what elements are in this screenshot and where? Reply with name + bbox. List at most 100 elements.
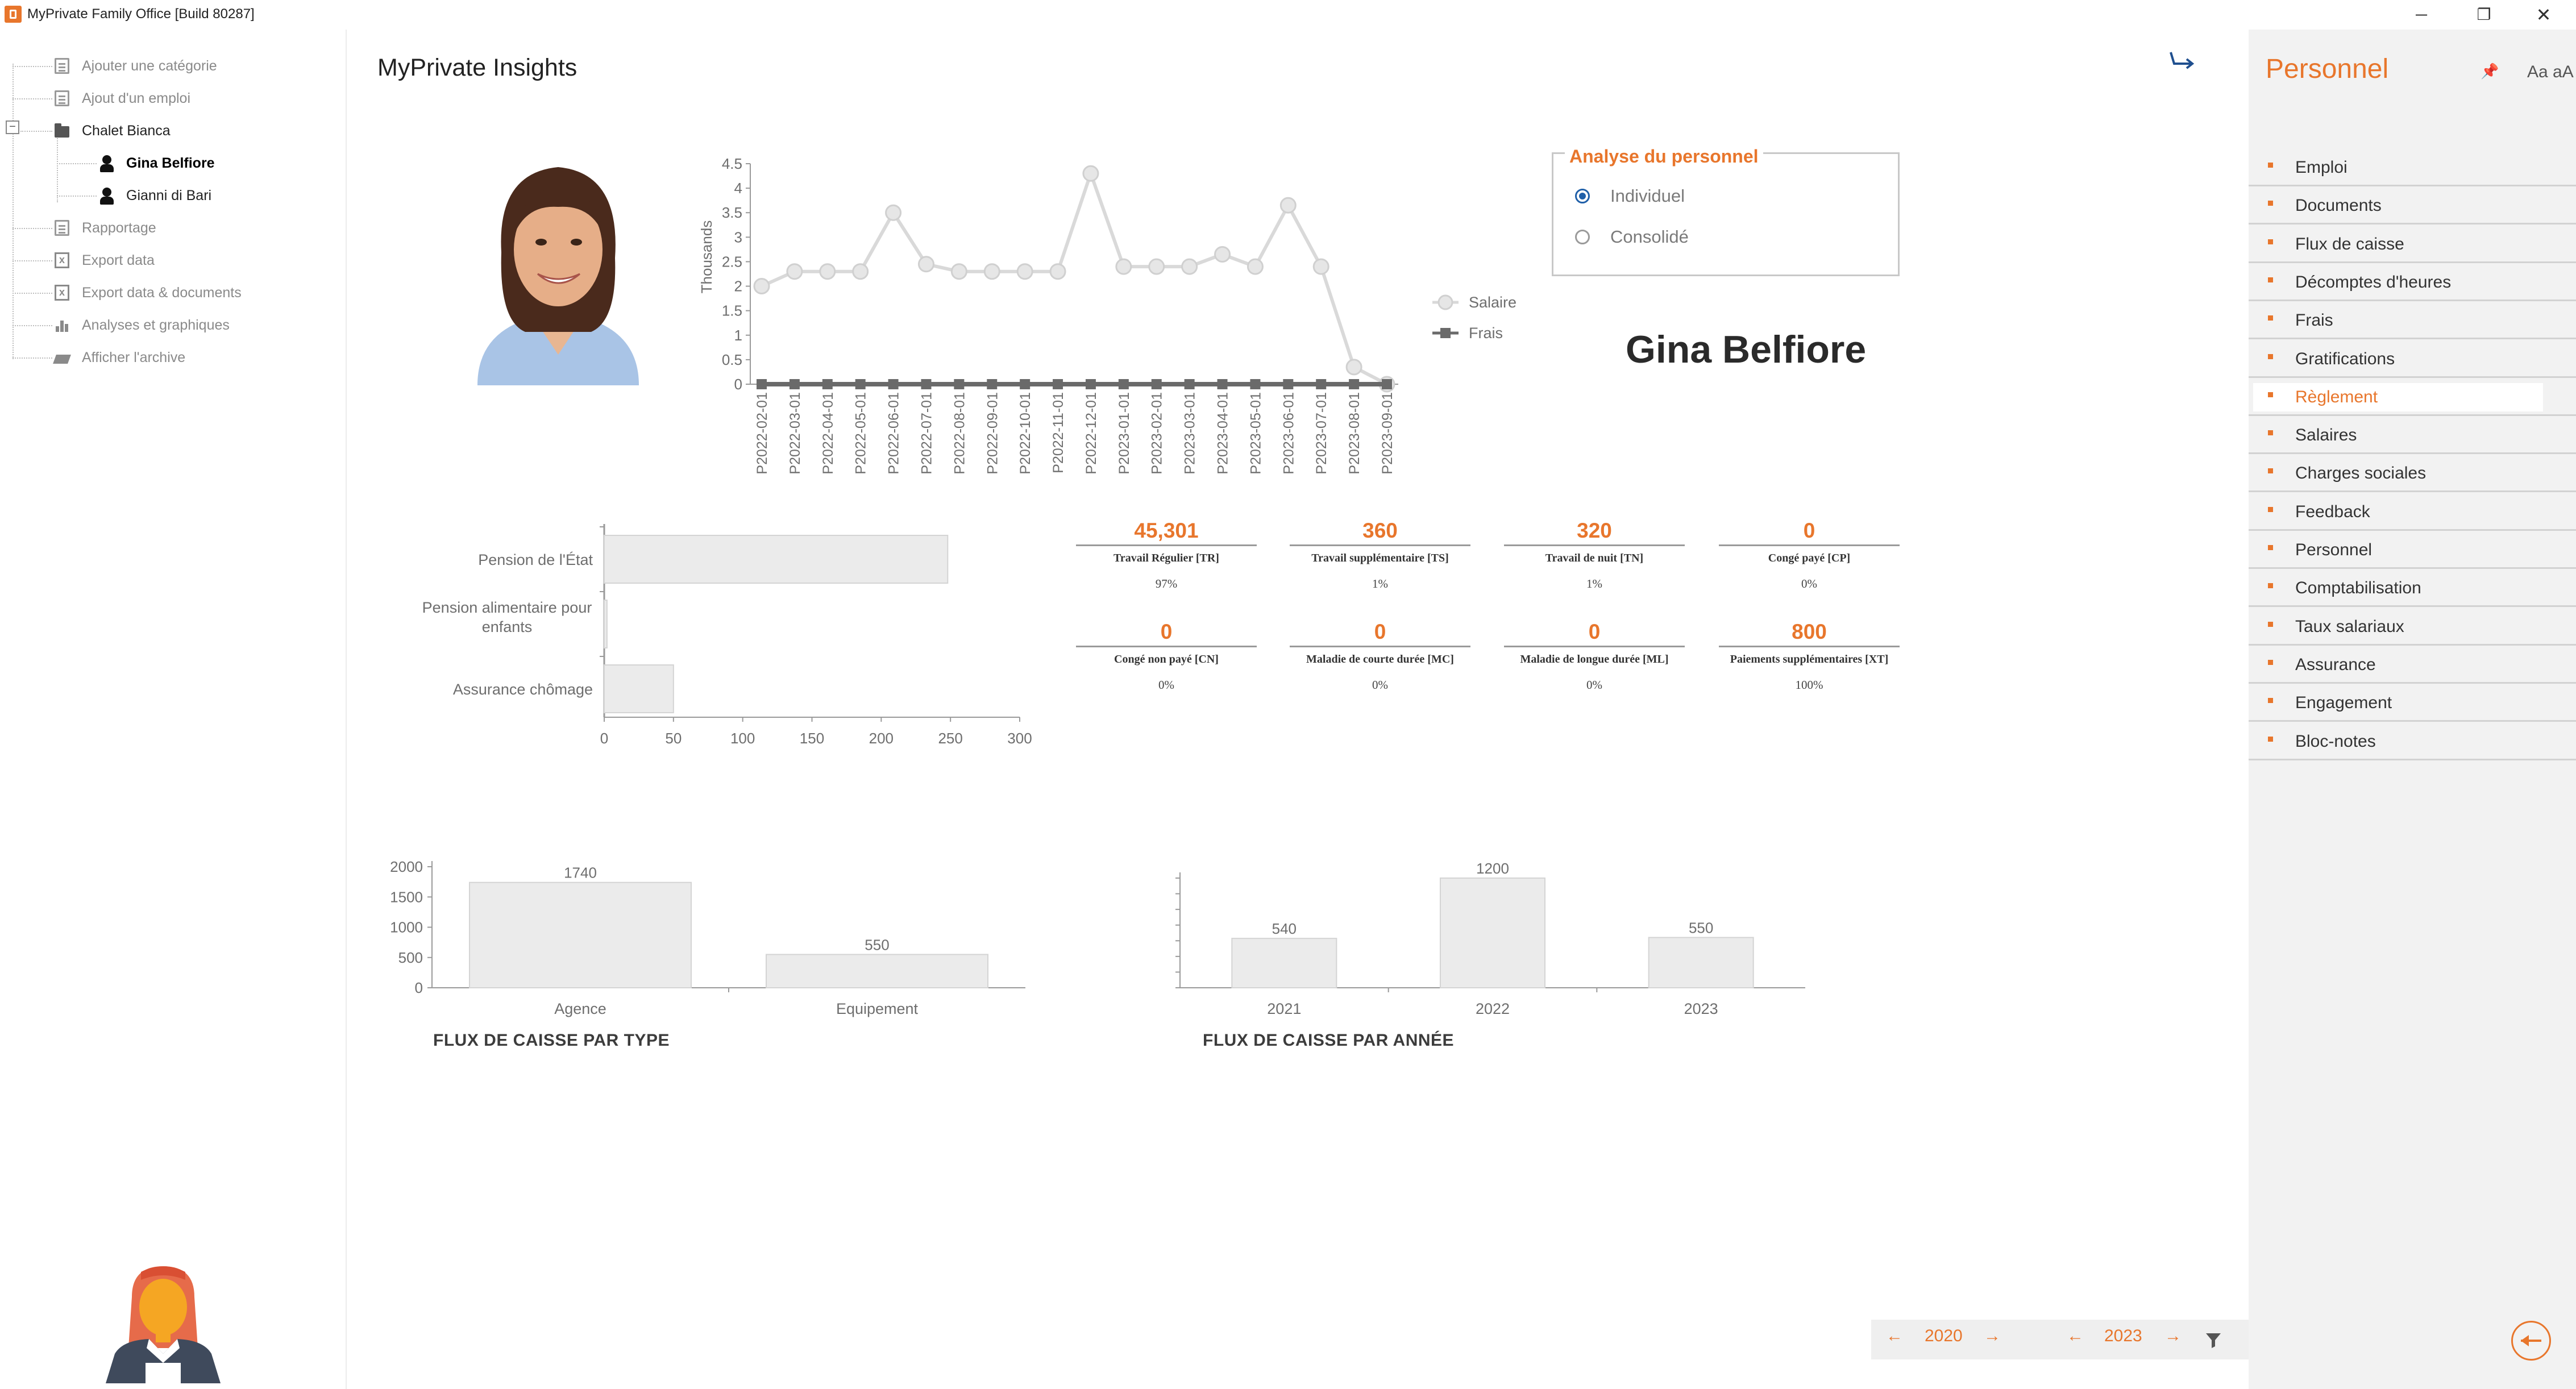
salary-point	[1049, 263, 1066, 280]
tree-item-gianni-di-bari[interactable]: Gianni di Bari	[99, 184, 211, 207]
collapse-toggle-button[interactable]: −	[6, 120, 19, 134]
panel-item-decomptes-d-heures[interactable]: Décomptes d'heures	[2249, 265, 2576, 301]
panel-item-engagement[interactable]: Engagement	[2249, 685, 2576, 722]
tree-connector	[13, 228, 52, 229]
tree-item-add-job[interactable]: Ajout d'un emploi	[55, 87, 190, 110]
salary-point	[1016, 263, 1033, 280]
tree-item-add-category[interactable]: Ajouter une catégorie	[55, 55, 217, 77]
radio-label: Consolidé	[1610, 227, 1689, 247]
panel-item-bloc-notes[interactable]: Bloc-notes	[2249, 724, 2576, 760]
panel-item-flux-de-caisse[interactable]: Flux de caisse	[2249, 227, 2576, 263]
x-tick-label: P2023-06-01	[1281, 392, 1297, 475]
kpi-divider	[1719, 544, 1900, 546]
panel-item-comptabilisation[interactable]: Comptabilisation	[2249, 571, 2576, 608]
year-from-prev-button[interactable]: ←	[1886, 1326, 1903, 1345]
panel-item-personnel[interactable]: Personnel	[2249, 533, 2576, 569]
radio-button[interactable]	[1575, 230, 1590, 244]
tree-item-analyses[interactable]: Analyses et graphiques	[55, 314, 230, 336]
tree-item-label: Rapportage	[82, 219, 156, 236]
year-to-value[interactable]: 2023	[2104, 1326, 2142, 1345]
salary-point	[819, 263, 836, 280]
tree-item-archive[interactable]: Afficher l'archive	[53, 346, 185, 369]
tree-item-export-data[interactable]: x Export data	[55, 249, 155, 272]
kpi-label: Maladie de longue durée [ML]	[1520, 653, 1669, 666]
tree-item-gina-belfiore[interactable]: Gina Belfiore	[99, 152, 215, 174]
right-side-panel: Personnel 📌 Aa aA Emploi Documents Flux de…	[2249, 30, 2576, 1389]
app-logo-icon	[5, 6, 22, 23]
panel-item-label: Décomptes d'heures	[2295, 272, 2452, 292]
tree-item-chalet-bianca[interactable]: Chalet Bianca	[55, 119, 171, 142]
y-category-label: Pension alimentaire pour enfants	[422, 599, 592, 635]
share-arrow-icon[interactable]	[2168, 49, 2196, 72]
kpi-label: Congé non payé [CN]	[1114, 653, 1219, 666]
year-to-prev-button[interactable]: ←	[2067, 1326, 2084, 1345]
panel-title: Personnel	[2266, 54, 2389, 84]
year-to-next-button[interactable]: →	[2164, 1326, 2182, 1345]
x-tick-label: P2023-07-01	[1314, 392, 1329, 475]
archive-icon	[53, 355, 71, 364]
tree-item-label: Gianni di Bari	[126, 187, 212, 203]
x-tick-label: P2022-06-01	[886, 392, 902, 475]
kpi-tile: 0 Maladie de longue durée [ML] 0%	[1504, 619, 1685, 692]
kpi-percent: 97%	[1155, 577, 1178, 590]
tree-connector	[13, 260, 52, 261]
x-tick-label: P2022-03-01	[787, 392, 803, 475]
radio-individuel[interactable]: Individuel	[1575, 186, 1685, 206]
panel-item-salaires[interactable]: Salaires	[2249, 418, 2576, 455]
panel-item-label: Taux salariaux	[2295, 617, 2404, 636]
year-from-next-button[interactable]: →	[1984, 1326, 2001, 1345]
restore-button[interactable]: ❐	[2477, 6, 2491, 23]
x-tick-label: P2022-09-01	[984, 392, 1000, 475]
panel-item-emploi[interactable]: Emploi	[2249, 150, 2576, 186]
pin-icon[interactable]: 📌	[2481, 63, 2499, 80]
tree-connector	[13, 293, 52, 294]
kpi-label: Paiements supplémentaires [XT]	[1730, 653, 1889, 666]
radio-button-checked[interactable]	[1575, 189, 1590, 203]
panel-item-reglement[interactable]: Règlement	[2249, 380, 2576, 416]
expense-point	[1217, 379, 1228, 389]
panel-item-documents[interactable]: Documents	[2249, 188, 2576, 225]
filter-icon[interactable]	[2204, 1331, 2222, 1349]
panel-item-gratifications[interactable]: Gratifications	[2249, 342, 2576, 378]
tree-item-label: Ajouter une catégorie	[82, 57, 217, 74]
close-button[interactable]: ✕	[2536, 5, 2552, 25]
radio-consolide[interactable]: Consolidé	[1575, 227, 1689, 247]
year-from-value[interactable]: 2020	[1925, 1326, 1963, 1345]
panel-item-feedback[interactable]: Feedback	[2249, 494, 2576, 531]
expense-point	[1184, 379, 1195, 389]
salary-point	[1082, 165, 1099, 182]
salary-point	[950, 263, 967, 280]
panel-item-taux-salariaux[interactable]: Taux salariaux	[2249, 609, 2576, 646]
salary-point	[1214, 246, 1231, 263]
x-tick-label: 150	[800, 730, 824, 747]
expense-point	[954, 379, 965, 389]
tree-connector	[13, 98, 52, 99]
bar	[604, 535, 949, 584]
panel-item-assurance[interactable]: Assurance	[2249, 647, 2576, 684]
font-size-toggle[interactable]: Aa aA	[2527, 63, 2574, 81]
x-tick-label: P2022-08-01	[952, 392, 967, 475]
y-tick-label: 1.5	[722, 302, 742, 319]
bar-chart-icon	[55, 317, 69, 333]
tree-item-export-data-documents[interactable]: x Export data & documents	[55, 281, 242, 304]
panel-item-frais[interactable]: Frais	[2249, 303, 2576, 340]
kpi-tile: 0 Maladie de courte durée [MC] 0%	[1290, 619, 1470, 692]
kpi-percent: 0%	[1801, 577, 1817, 590]
kpi-divider	[1290, 544, 1470, 546]
tree-connector	[13, 325, 52, 326]
radio-label: Individuel	[1610, 186, 1685, 206]
expense-point	[822, 379, 833, 389]
kpi-tile: 0 Congé non payé [CN] 0%	[1076, 619, 1257, 692]
tree-item-rapportage[interactable]: Rapportage	[55, 217, 156, 239]
minimize-button[interactable]: ─	[2416, 6, 2427, 23]
kpi-percent: 0%	[1372, 678, 1388, 692]
panel-item-label: Flux de caisse	[2295, 234, 2404, 253]
excel-export-icon: x	[55, 285, 69, 301]
y-tick-label: 4.5	[722, 155, 742, 172]
kpi-tile: 45,301 Travail Régulier [TR] 97%	[1076, 518, 1257, 591]
back-arrow-icon[interactable]	[2511, 1321, 2551, 1361]
deductions-bar-chart: 0 50 100 150 200 250 300 Pension de l'État Pensi…	[422, 524, 1032, 747]
bullet-icon	[2268, 315, 2273, 321]
panel-item-charges-sociales[interactable]: Charges sociales	[2249, 456, 2576, 493]
navigation-tree: − Ajouter une catégorie Ajout d'un emplo…	[0, 30, 347, 1389]
